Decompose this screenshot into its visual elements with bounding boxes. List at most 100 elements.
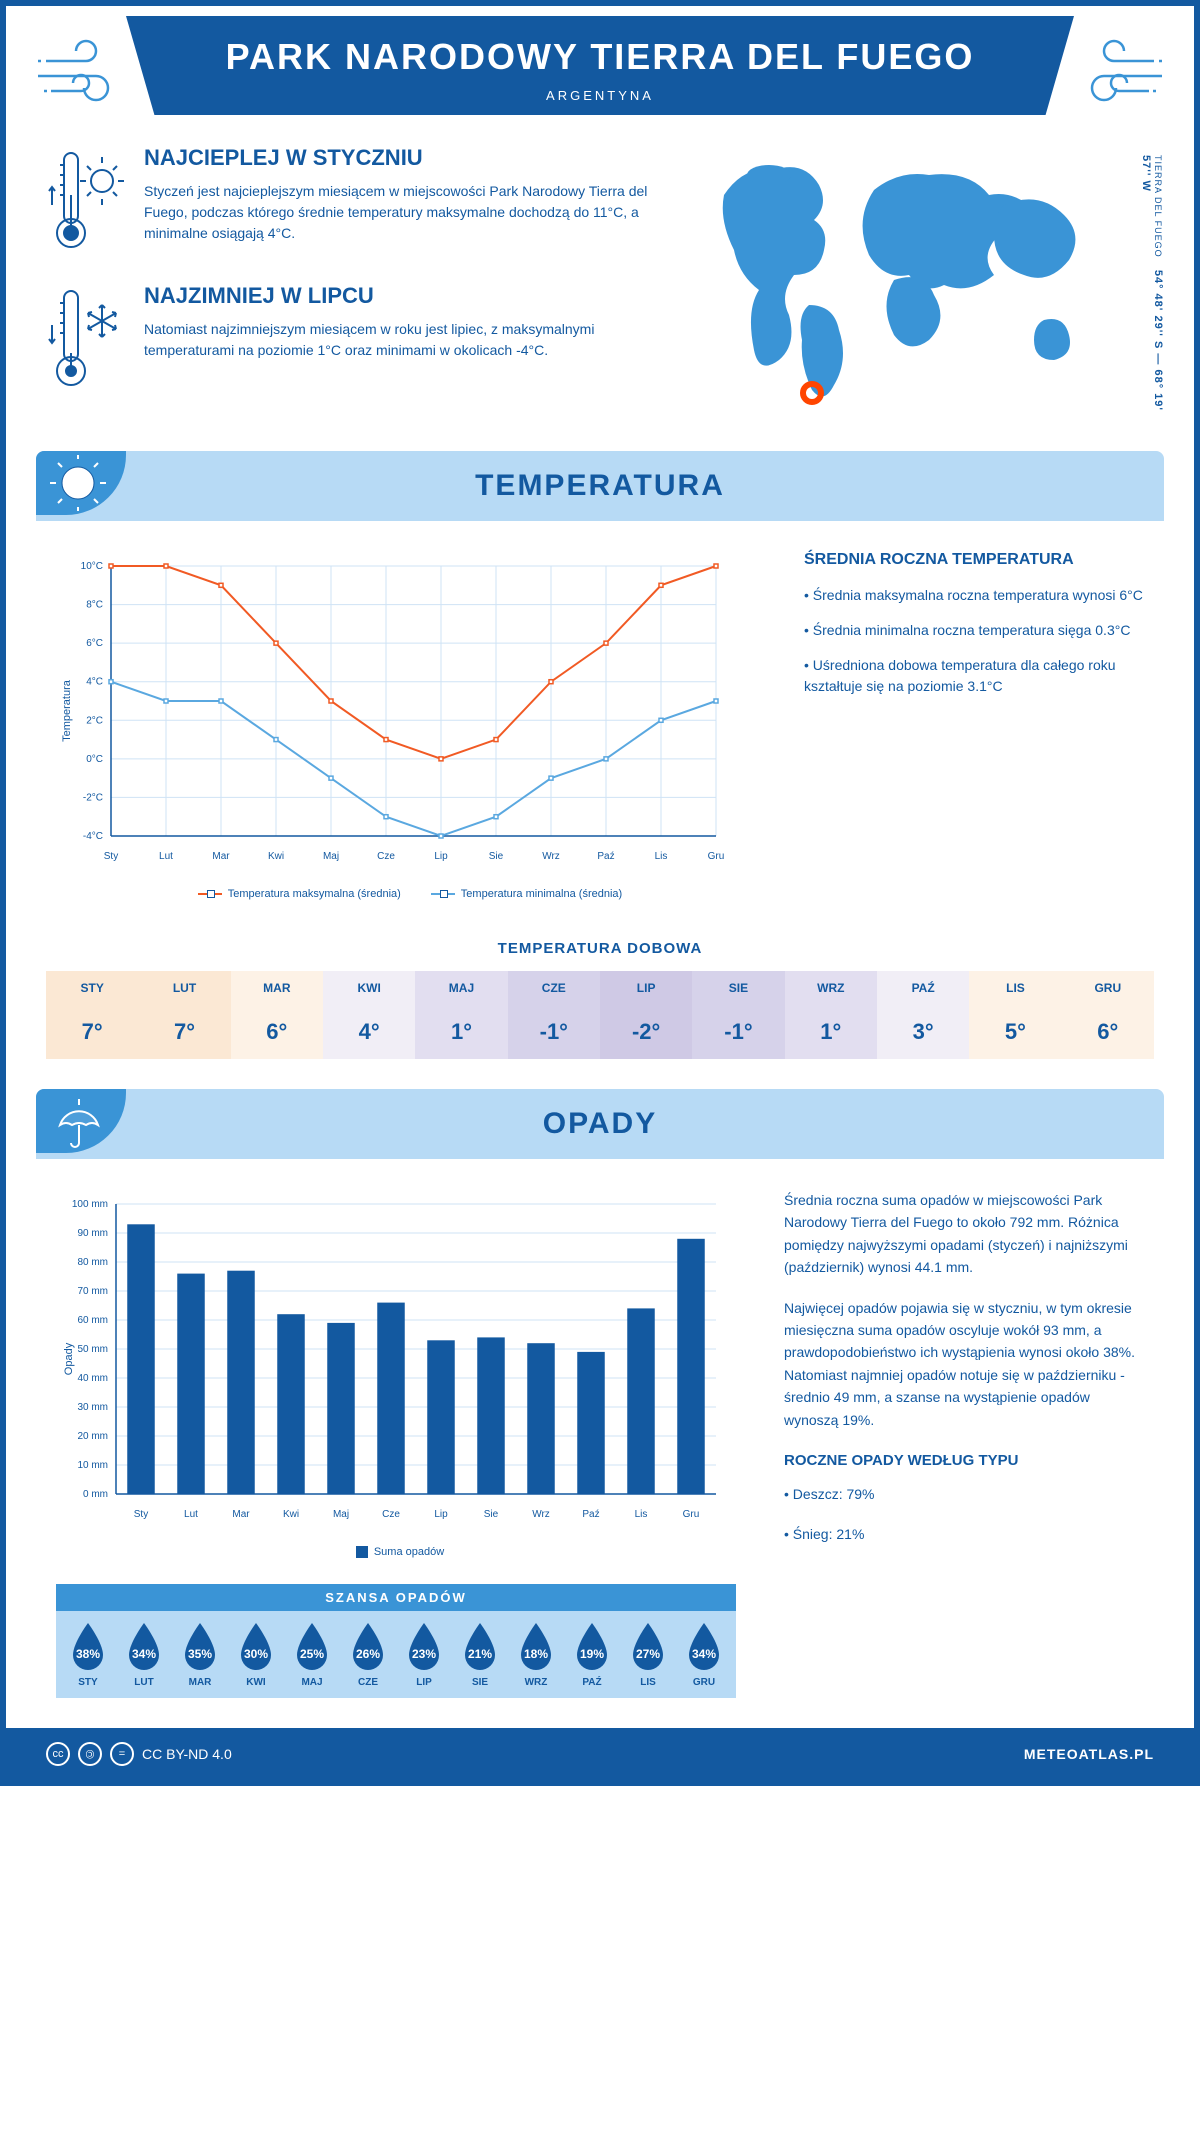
svg-text:10 mm: 10 mm (77, 1460, 108, 1471)
summary-row: NAJCIEPLEJ W STYCZNIU Styczeń jest najci… (6, 115, 1194, 441)
chance-cell: 38%STY (60, 1621, 116, 1688)
title-banner: PARK NARODOWY TIERRA DEL FUEGO ARGENTYNA (126, 16, 1074, 115)
coord-lat: 54° 48' 29'' S (1152, 270, 1164, 349)
daily-temp-table: STY7°LUT7°MAR6°KWI4°MAJ1°CZE-1°LIP-2°SIE… (46, 971, 1154, 1059)
month-cell: SIE-1° (692, 971, 784, 1059)
svg-text:40 mm: 40 mm (77, 1373, 108, 1384)
month-cell: PAŹ3° (877, 971, 969, 1059)
chance-cell: 30%KWI (228, 1621, 284, 1688)
by-icon: 🄯 (78, 1742, 102, 1766)
temperature-chart: -4°C-2°C0°C2°C4°C6°C8°C10°CStyLutMarKwiM… (56, 551, 764, 900)
daily-temp-title: TEMPERATURA DOBOWA (6, 940, 1194, 957)
svg-text:60 mm: 60 mm (77, 1315, 108, 1326)
cc-icon: cc (46, 1742, 70, 1766)
legend-max: Temperatura maksymalna (średnia) (198, 888, 401, 900)
chance-cell: 25%MAJ (284, 1621, 340, 1688)
type-snow: • Śnieg: 21% (784, 1523, 1144, 1545)
facts-column: NAJCIEPLEJ W STYCZNIU Styczeń jest najci… (46, 145, 664, 421)
umbrella-corner-icon (36, 1089, 126, 1153)
precip-section-header: OPADY (36, 1089, 1164, 1159)
month-cell: WRZ1° (785, 971, 877, 1059)
svg-text:Cze: Cze (377, 851, 395, 862)
fact-text: Natomiast najzimniejszym miesiącem w rok… (144, 319, 664, 361)
svg-text:Lip: Lip (434, 1509, 448, 1520)
chance-row: 38%STY34%LUT35%MAR30%KWI25%MAJ26%CZE23%L… (56, 1611, 736, 1698)
month-cell: GRU6° (1062, 971, 1154, 1059)
svg-text:90 mm: 90 mm (77, 1228, 108, 1239)
sun-corner-icon (36, 451, 126, 515)
precip-info: Średnia roczna suma opadów w miejscowośc… (784, 1189, 1144, 1564)
chance-cell: 35%MAR (172, 1621, 228, 1688)
svg-text:80 mm: 80 mm (77, 1257, 108, 1268)
map-column: TIERRA DEL FUEGO 54° 48' 29'' S — 68° 19… (694, 145, 1154, 421)
svg-text:0°C: 0°C (86, 754, 103, 765)
info-title: ŚREDNIA ROCZNA TEMPERATURA (804, 551, 1144, 569)
license-text: CC BY-ND 4.0 (142, 1746, 232, 1762)
precip-body: 0 mm10 mm20 mm30 mm40 mm50 mm60 mm70 mm8… (6, 1159, 1194, 1584)
fact-title: NAJZIMNIEJ W LIPCU (144, 283, 664, 309)
month-cell: LIP-2° (600, 971, 692, 1059)
chance-cell: 18%WRZ (508, 1621, 564, 1688)
svg-text:Cze: Cze (382, 1509, 400, 1520)
thermometer-sun-icon (46, 145, 126, 255)
temperature-section-header: TEMPERATURA (36, 451, 1164, 521)
precip-chart: 0 mm10 mm20 mm30 mm40 mm50 mm60 mm70 mm8… (56, 1189, 744, 1564)
nd-icon: = (110, 1742, 134, 1766)
svg-text:Sie: Sie (489, 851, 504, 862)
thermometer-snow-icon (46, 283, 126, 393)
world-map-icon (694, 145, 1124, 405)
svg-text:Sie: Sie (484, 1509, 499, 1520)
svg-text:30 mm: 30 mm (77, 1402, 108, 1413)
page-subtitle: ARGENTYNA (126, 88, 1074, 103)
section-title: OPADY (36, 1107, 1164, 1141)
chance-cell: 19%PAŹ (564, 1621, 620, 1688)
coordinates: TIERRA DEL FUEGO 54° 48' 29'' S — 68° 19… (1140, 155, 1164, 421)
line-chart-svg: -4°C-2°C0°C2°C4°C6°C8°C10°CStyLutMarKwiM… (56, 551, 736, 871)
svg-text:Maj: Maj (333, 1509, 349, 1520)
fact-coldest: NAJZIMNIEJ W LIPCU Natomiast najzimniejs… (46, 283, 664, 393)
info-para: Średnia roczna suma opadów w miejscowośc… (784, 1189, 1144, 1279)
svg-text:8°C: 8°C (86, 600, 103, 611)
svg-text:4°C: 4°C (86, 677, 103, 688)
chance-cell: 34%GRU (676, 1621, 732, 1688)
month-cell: KWI4° (323, 971, 415, 1059)
svg-text:Sty: Sty (104, 851, 118, 862)
license: cc 🄯 = CC BY-ND 4.0 (46, 1742, 232, 1766)
svg-text:Sty: Sty (134, 1509, 148, 1520)
precip-chance-box: SZANSA OPADÓW 38%STY34%LUT35%MAR30%KWI25… (56, 1584, 736, 1698)
svg-text:Lis: Lis (635, 1509, 648, 1520)
info-bullet: • Średnia minimalna roczna temperatura s… (804, 620, 1144, 641)
info-para: Najwięcej opadów pojawia się w styczniu,… (784, 1297, 1144, 1431)
month-cell: STY7° (46, 971, 138, 1059)
svg-text:-4°C: -4°C (83, 831, 103, 842)
svg-text:Lut: Lut (159, 851, 173, 862)
svg-text:Wrz: Wrz (532, 1509, 550, 1520)
section-title: TEMPERATURA (36, 469, 1164, 503)
svg-text:50 mm: 50 mm (77, 1344, 108, 1355)
legend-sum: Suma opadów (356, 1546, 444, 1558)
month-cell: MAR6° (231, 971, 323, 1059)
svg-text:70 mm: 70 mm (77, 1286, 108, 1297)
chance-title: SZANSA OPADÓW (56, 1584, 736, 1611)
wind-icon (36, 36, 136, 106)
svg-text:10°C: 10°C (81, 561, 103, 572)
header-wrap: PARK NARODOWY TIERRA DEL FUEGO ARGENTYNA (6, 6, 1194, 115)
svg-text:Lip: Lip (434, 851, 448, 862)
svg-text:2°C: 2°C (86, 715, 103, 726)
fact-warmest: NAJCIEPLEJ W STYCZNIU Styczeń jest najci… (46, 145, 664, 255)
svg-text:Gru: Gru (708, 851, 725, 862)
svg-text:Mar: Mar (232, 1509, 250, 1520)
wind-icon (1064, 36, 1164, 106)
month-cell: LUT7° (138, 971, 230, 1059)
chance-cell: 27%LIS (620, 1621, 676, 1688)
bar-chart-svg: 0 mm10 mm20 mm30 mm40 mm50 mm60 mm70 mm8… (56, 1189, 736, 1529)
fact-title: NAJCIEPLEJ W STYCZNIU (144, 145, 664, 171)
legend-min: Temperatura minimalna (średnia) (431, 888, 622, 900)
svg-text:Maj: Maj (323, 851, 339, 862)
info-bullet: • Średnia maksymalna roczna temperatura … (804, 585, 1144, 606)
coord-name: TIERRA DEL FUEGO (1153, 155, 1163, 258)
chart-legend: Suma opadów (56, 1546, 744, 1558)
svg-text:Wrz: Wrz (542, 851, 560, 862)
chance-cell: 34%LUT (116, 1621, 172, 1688)
svg-text:100 mm: 100 mm (72, 1199, 108, 1210)
